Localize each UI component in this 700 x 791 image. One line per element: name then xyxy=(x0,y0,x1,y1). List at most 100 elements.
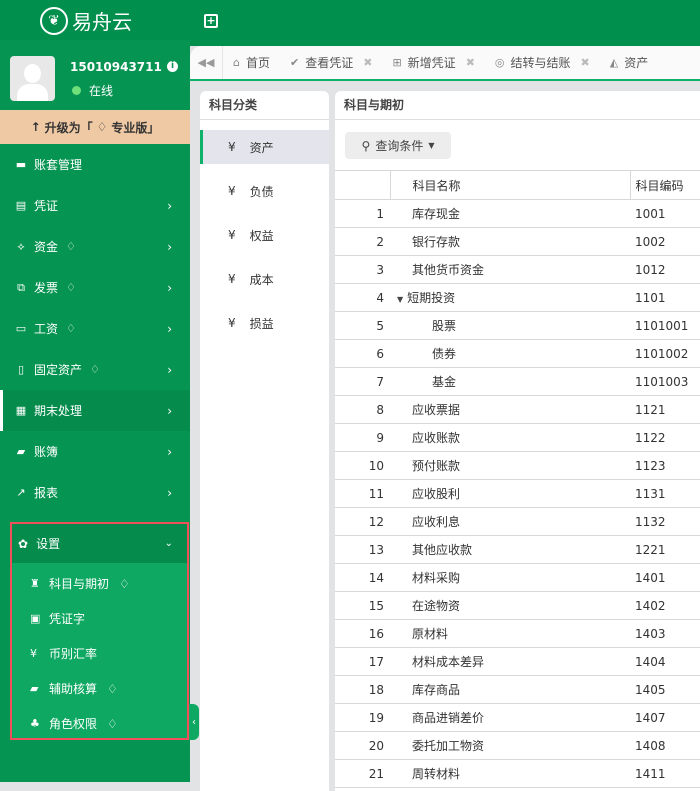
subject-code: 1132 xyxy=(630,507,700,536)
table-row[interactable]: 21 周转材料 1411 xyxy=(335,759,700,788)
plus-square-icon: ⊞ xyxy=(392,56,402,69)
yen-icon: ¥ xyxy=(228,140,236,154)
book-icon: ▰ xyxy=(16,445,26,458)
submenu-item[interactable]: ¥ 币别汇率 xyxy=(12,636,187,671)
submenu-item[interactable]: ♜ 科目与期初 ♢ xyxy=(12,566,187,601)
table-row[interactable]: 11 应收股利 1131 xyxy=(335,479,700,508)
table-row[interactable]: 15 在途物资 1402 xyxy=(335,591,700,620)
submenu-item[interactable]: ♣ 角色权限 ♢ xyxy=(12,706,187,741)
sidebar-item-settings[interactable]: ✿ 设置 ⌄ xyxy=(12,524,187,563)
tab[interactable]: ⊞ 新增凭证 ✖ xyxy=(382,54,484,71)
sidebar-item[interactable]: ↗ 报表 › xyxy=(0,472,190,513)
table-row[interactable]: 4 ▼ 短期投资 1101 xyxy=(335,283,700,312)
subject-code: 1411 xyxy=(630,759,700,788)
sidebar-item[interactable]: ▬ 账套管理 xyxy=(0,144,190,185)
submenu-item-label: 科目与期初 xyxy=(49,577,110,591)
close-icon[interactable]: ✖ xyxy=(465,56,475,69)
sidebar-item[interactable]: ▭ 工资 ♢ › xyxy=(0,308,190,349)
tab[interactable]: ✔ 查看凭证 ✖ xyxy=(280,54,382,71)
yen-icon: ¥ xyxy=(228,228,236,242)
gear-icon: ✿ xyxy=(18,536,29,551)
logo[interactable]: ❦ 易舟云 xyxy=(40,6,132,35)
sidebar-item[interactable]: ▰ 账簿 › xyxy=(0,431,190,472)
sidebar-item[interactable]: ⧉ 发票 ♢ › xyxy=(0,267,190,308)
table-row[interactable]: 20 委托加工物资 1408 xyxy=(335,731,700,760)
subject-code: 1408 xyxy=(630,731,700,760)
stamp-icon: ▣ xyxy=(30,612,41,625)
subject-name: 债券 xyxy=(432,347,457,361)
target-icon: ◎ xyxy=(494,56,505,69)
subject-name: 银行存款 xyxy=(412,235,461,249)
sidebar-item-label: 报表 xyxy=(34,486,59,500)
tab[interactable]: ◎ 结转与结账 ✖ xyxy=(485,54,600,71)
subject-table: 科目名称 科目编码 1 库存现金 1001 2 银行存款 1002 3 其他货币资金 1012 4… xyxy=(335,170,700,788)
row-index: 20 xyxy=(335,731,390,760)
category-label: 负债 xyxy=(249,184,274,199)
collapse-sidebar-handle[interactable]: ‹ xyxy=(189,704,199,740)
user-panel: 15010943711 i 在线 xyxy=(0,40,190,110)
info-icon[interactable]: i xyxy=(167,61,178,72)
col-name[interactable]: 科目名称 xyxy=(389,170,631,200)
table-row[interactable]: 3 其他货币资金 1012 xyxy=(335,255,700,284)
table-row[interactable]: 18 库存商品 1405 xyxy=(335,675,700,704)
brand-name: 易舟云 xyxy=(72,10,132,34)
submenu-item[interactable]: ▣ 凭证字 xyxy=(12,601,187,636)
search-icon: ⚲ xyxy=(361,138,371,153)
close-icon[interactable]: ✖ xyxy=(580,56,590,69)
sidebar-item[interactable]: ▤ 凭证 › xyxy=(0,185,190,226)
col-code[interactable]: 科目编码 xyxy=(630,170,700,200)
subject-code: 1123 xyxy=(630,451,700,480)
subject-name: 应收账款 xyxy=(412,431,461,445)
sidebar-item[interactable]: ⟡ 资金 ♢ › xyxy=(0,226,190,267)
upgrade-button[interactable]: ↑ 升级为「 ♢ 专业版」 xyxy=(0,110,190,144)
subject-code: 1131 xyxy=(630,479,700,508)
subject-name-cell: 库存商品 xyxy=(390,675,630,704)
tab[interactable]: ⌂ 首页 xyxy=(223,54,280,71)
category-item[interactable]: ¥ 资产 xyxy=(200,130,329,164)
avatar[interactable] xyxy=(10,56,55,101)
sidebar-item[interactable]: ▯ 固定资产 ♢ › xyxy=(0,349,190,390)
table-row[interactable]: 6 债券 1101002 xyxy=(335,339,700,368)
table-row[interactable]: 19 商品进销差价 1407 xyxy=(335,703,700,732)
table-row[interactable]: 9 应收账款 1122 xyxy=(335,423,700,452)
subject-name: 其他货币资金 xyxy=(412,263,485,277)
row-index: 12 xyxy=(335,507,390,536)
category-item[interactable]: ¥ 损益 xyxy=(200,306,329,340)
close-icon[interactable]: ✖ xyxy=(363,56,373,69)
table-row[interactable]: 2 银行存款 1002 xyxy=(335,227,700,256)
diamond-icon: ♢ xyxy=(107,681,118,696)
submenu-item-label: 币别汇率 xyxy=(49,647,98,661)
tab-label: 资产 xyxy=(624,56,649,70)
category-item[interactable]: ¥ 成本 xyxy=(200,262,329,296)
sidebar-item[interactable]: ▦ 期末处理 › xyxy=(0,390,190,431)
subject-name: 预付账款 xyxy=(412,459,461,473)
table-row[interactable]: 7 基金 1101003 xyxy=(335,367,700,396)
sidebar-item-label: 资金 xyxy=(34,240,59,254)
tab-label: 查看凭证 xyxy=(305,56,354,70)
table-row[interactable]: 8 应收票据 1121 xyxy=(335,395,700,424)
category-item[interactable]: ¥ 权益 xyxy=(200,218,329,252)
tab[interactable]: ◭ 资产 xyxy=(600,54,658,71)
table-row[interactable]: 10 预付账款 1123 xyxy=(335,451,700,480)
chevron-down-icon: ⌄ xyxy=(164,538,173,549)
expand-caret-icon[interactable]: ▼ xyxy=(397,295,404,304)
table-row[interactable]: 12 应收利息 1132 xyxy=(335,507,700,536)
sidebar-item-label: 账簿 xyxy=(34,445,59,459)
chevron-right-icon: › xyxy=(167,444,172,459)
table-row[interactable]: 14 材料采购 1401 xyxy=(335,563,700,592)
submenu-item[interactable]: ▰ 辅助核算 ♢ xyxy=(12,671,187,706)
table-row[interactable]: 5 股票 1101001 xyxy=(335,311,700,340)
subject-code: 1121 xyxy=(630,395,700,424)
subject-name: 材料成本差异 xyxy=(412,655,485,669)
row-index: 11 xyxy=(335,479,390,508)
table-row[interactable]: 13 其他应收款 1221 xyxy=(335,535,700,564)
table-row[interactable]: 1 库存现金 1001 xyxy=(335,199,700,228)
category-item[interactable]: ¥ 负债 xyxy=(200,174,329,208)
table-row[interactable]: 16 原材料 1403 xyxy=(335,619,700,648)
chevron-right-icon: › xyxy=(167,485,172,500)
app-grid-icon[interactable]: + xyxy=(204,14,218,28)
scroll-tabs-left-icon[interactable]: ◀◀ xyxy=(190,46,223,79)
calendar-icon: ▦ xyxy=(15,404,27,417)
query-conditions-button[interactable]: ⚲ 查询条件 ▼ xyxy=(345,132,451,159)
table-row[interactable]: 17 材料成本差异 1404 xyxy=(335,647,700,676)
